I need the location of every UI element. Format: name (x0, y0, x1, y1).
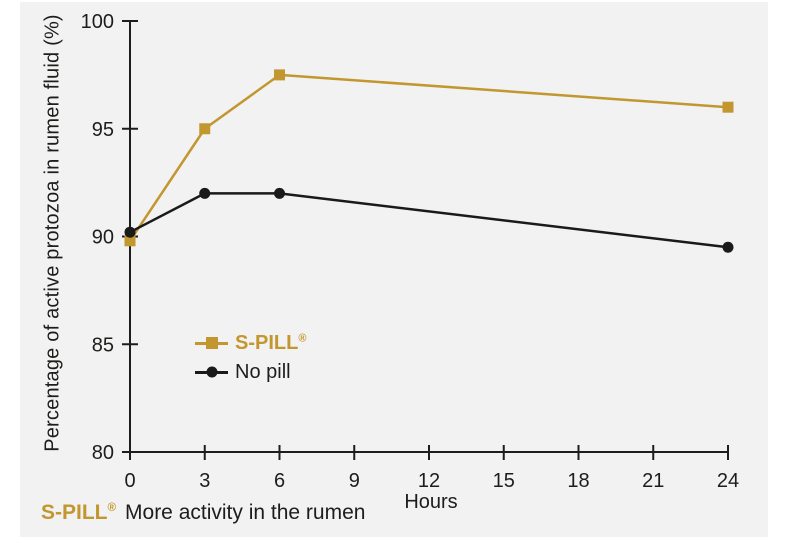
y-axis-title: Percentage of active protozoa in rumen f… (41, 14, 64, 452)
legend-label-s-pill: S-PILL® (235, 332, 306, 355)
x-tick-label: 6 (274, 470, 285, 492)
x-tick-label: 15 (493, 470, 515, 492)
s-pill-line-marker-icon (195, 337, 228, 349)
legend-label-no-pill: No pill (235, 360, 291, 383)
data-point-circle (124, 226, 136, 238)
chart-panel (20, 2, 768, 537)
square-marker-icon (205, 337, 218, 349)
y-tick-label: 80 (92, 442, 114, 464)
registered-trademark-symbol: ® (298, 331, 307, 344)
data-point-circle (274, 187, 285, 199)
y-tick-label: 95 (92, 119, 114, 141)
x-tick-label: 12 (418, 470, 440, 492)
x-tick-label: 24 (717, 470, 739, 492)
x-tick-label: 3 (199, 470, 210, 492)
caption: S-PILL® More activity in the rumen (41, 501, 365, 525)
caption-brand: S-PILL® (41, 501, 116, 524)
x-tick-label: 9 (349, 470, 360, 492)
data-point-square (199, 123, 211, 135)
series-line-1 (129, 192, 729, 249)
caption-text: More activity in the rumen (125, 501, 366, 524)
x-tick-label: 18 (567, 470, 589, 492)
circle-marker-icon (206, 366, 217, 378)
legend-label-s-pill-text: S-PILL (235, 331, 299, 354)
x-axis-title: Hours (404, 491, 458, 513)
caption-brand-text: S-PILL (41, 501, 108, 524)
y-tick-label: 90 (92, 227, 114, 249)
data-point-square (274, 69, 285, 81)
x-tick-label: 21 (642, 470, 664, 492)
legend-item-no-pill: No pill (195, 361, 306, 383)
legend-item-s-pill: S-PILL® (195, 332, 306, 354)
series-line-0 (128, 73, 729, 242)
legend: S-PILL® No pill (195, 332, 306, 390)
data-point-square (722, 101, 734, 113)
x-tick-label: 0 (124, 470, 135, 492)
no-pill-line-marker-icon (195, 366, 228, 378)
data-point-square (124, 235, 136, 247)
y-tick-label: 85 (92, 334, 114, 356)
data-point-circle (722, 241, 734, 253)
registered-trademark-symbol: ® (107, 502, 117, 514)
y-tick-label: 100 (81, 11, 114, 33)
data-point-circle (199, 187, 211, 199)
